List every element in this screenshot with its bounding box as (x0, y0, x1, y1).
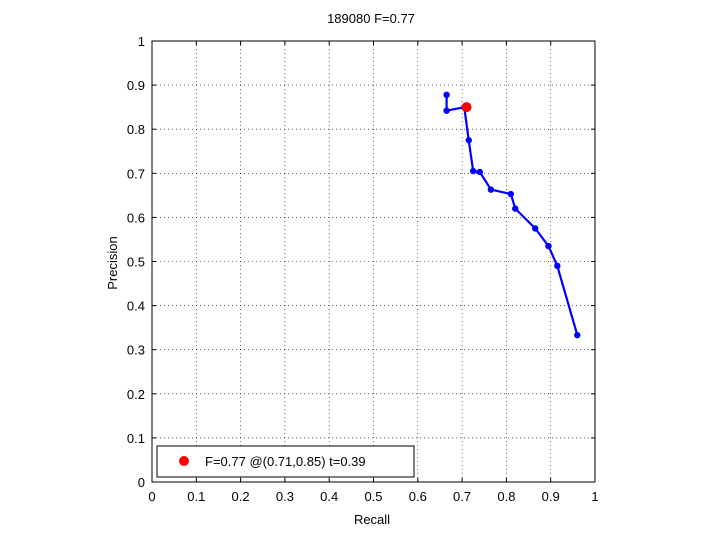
legend: F=0.77 @(0.71,0.85) t=0.39 (156, 445, 415, 478)
pr-curve-point (469, 167, 477, 175)
legend-marker (179, 456, 189, 466)
grid-lines (152, 41, 595, 482)
y-tick-label: 0.2 (127, 387, 145, 402)
pr-curve-point (545, 242, 552, 250)
pr-curve-point (443, 107, 450, 114)
pr-curve-point (554, 262, 561, 270)
pr-curve-point (476, 168, 484, 176)
y-tick-label: 0.7 (127, 166, 145, 181)
pr-curve-point (531, 225, 539, 232)
x-axis-label: Recall (354, 512, 390, 527)
y-tick-label: 0 (138, 475, 145, 490)
x-tick-label: 0.1 (187, 489, 205, 504)
legend-box (156, 445, 415, 478)
pr-curve-point (443, 91, 450, 99)
x-tick-label: 0.7 (453, 489, 471, 504)
x-tick-label: 0.8 (497, 489, 515, 504)
pr-curve-point (574, 331, 581, 339)
x-tick-label: 1 (591, 489, 598, 504)
y-tick-label: 0.4 (127, 299, 145, 314)
x-tick-label: 0.3 (276, 489, 294, 504)
y-tick-label: 0.6 (127, 210, 145, 225)
x-tick-label: 0.4 (320, 489, 338, 504)
x-tick-label: 0.5 (364, 489, 382, 504)
pr-curve-point (507, 190, 515, 198)
pr-curve-point (465, 137, 472, 144)
x-tick-label: 0.2 (232, 489, 250, 504)
x-tick-label: 0 (148, 489, 155, 504)
best-point-layer (461, 102, 472, 113)
y-tick-label: 1 (138, 34, 145, 49)
chart-title: 189080 F=0.77 (327, 11, 415, 26)
y-tick-label: 0.9 (127, 78, 145, 93)
y-tick-label: 0.5 (127, 255, 145, 270)
y-axis-label: Precision (105, 236, 120, 289)
plot-frame (151, 40, 596, 483)
y-tick-label: 0.1 (127, 431, 145, 446)
y-tick-label: 0.3 (127, 343, 145, 358)
best-f-point (461, 102, 472, 113)
legend-entry: F=0.77 @(0.71,0.85) t=0.39 (205, 454, 366, 469)
pr-curve-point (512, 205, 519, 212)
x-tick-label: 0.6 (409, 489, 427, 504)
axis-ticks: 0 0.1 0.2 0.3 0.4 0.5 0.6 0.7 0.8 0.9 1 0 0.1 0.2 0.3 0… (127, 34, 599, 504)
x-tick-label: 0.9 (542, 489, 560, 504)
pr-curve-point (487, 186, 495, 193)
y-tick-label: 0.8 (127, 122, 145, 137)
